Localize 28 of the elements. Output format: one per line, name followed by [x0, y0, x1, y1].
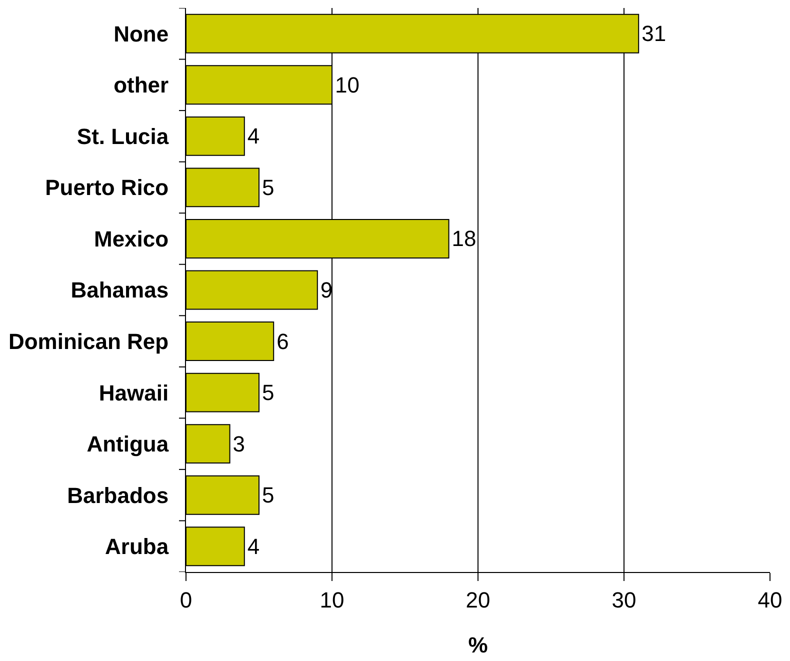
y-tick-label: None [114, 21, 169, 46]
y-tick-label: other [114, 72, 170, 98]
data-label: 4 [247, 124, 260, 149]
data-label: 6 [276, 328, 289, 354]
x-tick-label: 30 [612, 587, 636, 612]
data-label: 31 [642, 21, 666, 46]
x-tick-label: 20 [466, 587, 490, 612]
y-tick-label: Mexico [94, 226, 169, 252]
x-tick-label: 40 [758, 587, 782, 612]
y-tick-label: St. Lucia [76, 124, 170, 149]
data-label: 5 [262, 174, 274, 200]
y-tick-label: Antigua [86, 432, 170, 457]
data-label: 18 [452, 226, 476, 252]
y-tick-label: Bahamas [70, 278, 169, 303]
data-label: 9 [320, 278, 333, 302]
data-label: 5 [262, 380, 274, 406]
x-tick-label: 0 [180, 587, 192, 612]
y-tick-label: Barbados [67, 482, 169, 508]
data-label: 3 [232, 431, 246, 456]
y-tick-label: Dominican Rep [8, 328, 169, 354]
y-tick-label: Aruba [105, 534, 170, 560]
x-tick-label: 10 [320, 587, 344, 612]
y-tick-label: Hawaii [98, 380, 169, 406]
x-axis-title: % [468, 632, 488, 658]
data-label: 5 [262, 482, 274, 508]
data-label: 4 [247, 534, 260, 559]
data-label: 10 [335, 72, 360, 98]
y-tick-label: Puerto Rico [45, 175, 169, 200]
